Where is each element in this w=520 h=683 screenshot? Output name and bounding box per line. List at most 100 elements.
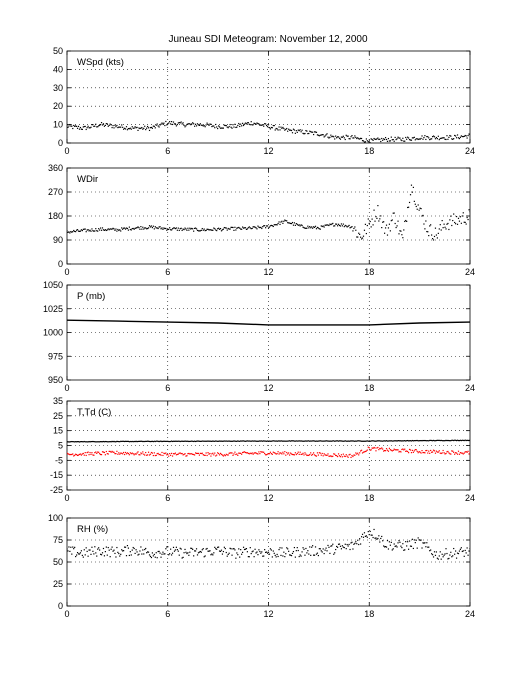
data-point bbox=[84, 452, 86, 454]
data-point bbox=[134, 552, 136, 555]
data-point bbox=[340, 223, 343, 225]
data-point bbox=[190, 547, 192, 549]
data-point bbox=[131, 228, 133, 230]
data-point bbox=[237, 227, 239, 229]
data-point bbox=[135, 127, 137, 129]
data-point bbox=[198, 551, 201, 553]
data-point bbox=[295, 130, 297, 132]
data-point bbox=[348, 138, 350, 140]
data-point bbox=[177, 122, 179, 124]
data-point bbox=[278, 440, 280, 442]
data-point bbox=[163, 440, 165, 442]
data-point bbox=[226, 126, 228, 128]
data-point bbox=[374, 537, 376, 539]
data-point bbox=[193, 123, 195, 125]
data-point bbox=[275, 224, 277, 226]
data-point bbox=[443, 223, 445, 225]
data-point bbox=[244, 440, 247, 442]
data-point bbox=[89, 229, 91, 231]
x-tick-label: 12 bbox=[263, 146, 273, 156]
data-point bbox=[303, 133, 305, 135]
data-point bbox=[122, 550, 124, 552]
data-point bbox=[101, 451, 104, 453]
data-point bbox=[195, 440, 198, 442]
data-point bbox=[113, 440, 115, 443]
data-point bbox=[211, 553, 213, 555]
data-point bbox=[360, 236, 362, 238]
data-point bbox=[215, 548, 217, 550]
data-point bbox=[336, 225, 339, 227]
data-point bbox=[78, 453, 81, 456]
data-point bbox=[360, 440, 362, 442]
data-point bbox=[117, 453, 119, 455]
data-point bbox=[446, 440, 448, 442]
plot-area bbox=[67, 184, 470, 241]
data-point bbox=[87, 229, 89, 231]
data-point bbox=[71, 125, 73, 127]
data-point bbox=[200, 124, 202, 126]
data-point bbox=[94, 546, 96, 548]
data-point bbox=[128, 441, 130, 443]
data-point bbox=[242, 440, 245, 442]
x-tick-label: 6 bbox=[165, 146, 170, 156]
data-point bbox=[256, 228, 258, 230]
data-point bbox=[430, 224, 432, 226]
data-point bbox=[178, 554, 180, 556]
data-point bbox=[95, 441, 97, 443]
data-point bbox=[340, 440, 343, 442]
data-point bbox=[216, 454, 218, 456]
data-point bbox=[136, 551, 138, 553]
data-point bbox=[253, 452, 255, 454]
data-point bbox=[249, 440, 251, 442]
data-point bbox=[172, 121, 175, 123]
data-point bbox=[450, 215, 452, 217]
data-point bbox=[140, 452, 142, 454]
data-point bbox=[318, 440, 320, 442]
data-point bbox=[348, 224, 350, 227]
data-point bbox=[265, 551, 268, 553]
data-point bbox=[130, 128, 132, 130]
data-point bbox=[258, 226, 260, 228]
data-point bbox=[466, 137, 468, 139]
data-point bbox=[411, 137, 414, 139]
data-point bbox=[416, 450, 418, 452]
data-point bbox=[333, 453, 335, 455]
data-point bbox=[209, 123, 211, 125]
data-point bbox=[398, 137, 400, 139]
data-point bbox=[251, 551, 253, 553]
data-point bbox=[119, 555, 121, 557]
data-point bbox=[217, 127, 219, 130]
data-point bbox=[116, 440, 118, 442]
data-point bbox=[221, 127, 224, 129]
data-point bbox=[108, 441, 110, 443]
data-point bbox=[402, 440, 404, 442]
data-point bbox=[380, 537, 382, 540]
data-point bbox=[205, 452, 207, 454]
data-point bbox=[322, 134, 324, 136]
data-point bbox=[392, 440, 394, 442]
data-point bbox=[70, 125, 72, 127]
data-point bbox=[148, 440, 151, 443]
data-point bbox=[393, 212, 395, 214]
data-point bbox=[72, 231, 74, 233]
data-point bbox=[284, 556, 286, 558]
data-point bbox=[217, 228, 219, 230]
data-point bbox=[298, 453, 300, 455]
data-point bbox=[358, 454, 360, 456]
data-point bbox=[304, 227, 306, 229]
data-point bbox=[309, 130, 311, 132]
data-point bbox=[158, 226, 160, 228]
data-point bbox=[302, 547, 304, 549]
data-point bbox=[110, 548, 112, 550]
data-point bbox=[186, 455, 188, 457]
data-point bbox=[292, 224, 295, 226]
data-point bbox=[151, 440, 153, 442]
data-point bbox=[92, 550, 94, 552]
data-point bbox=[244, 227, 247, 229]
data-point bbox=[260, 552, 262, 554]
data-point bbox=[267, 124, 270, 126]
data-point bbox=[147, 551, 150, 553]
data-point bbox=[304, 554, 306, 556]
data-point bbox=[307, 225, 309, 227]
data-point bbox=[224, 440, 226, 442]
